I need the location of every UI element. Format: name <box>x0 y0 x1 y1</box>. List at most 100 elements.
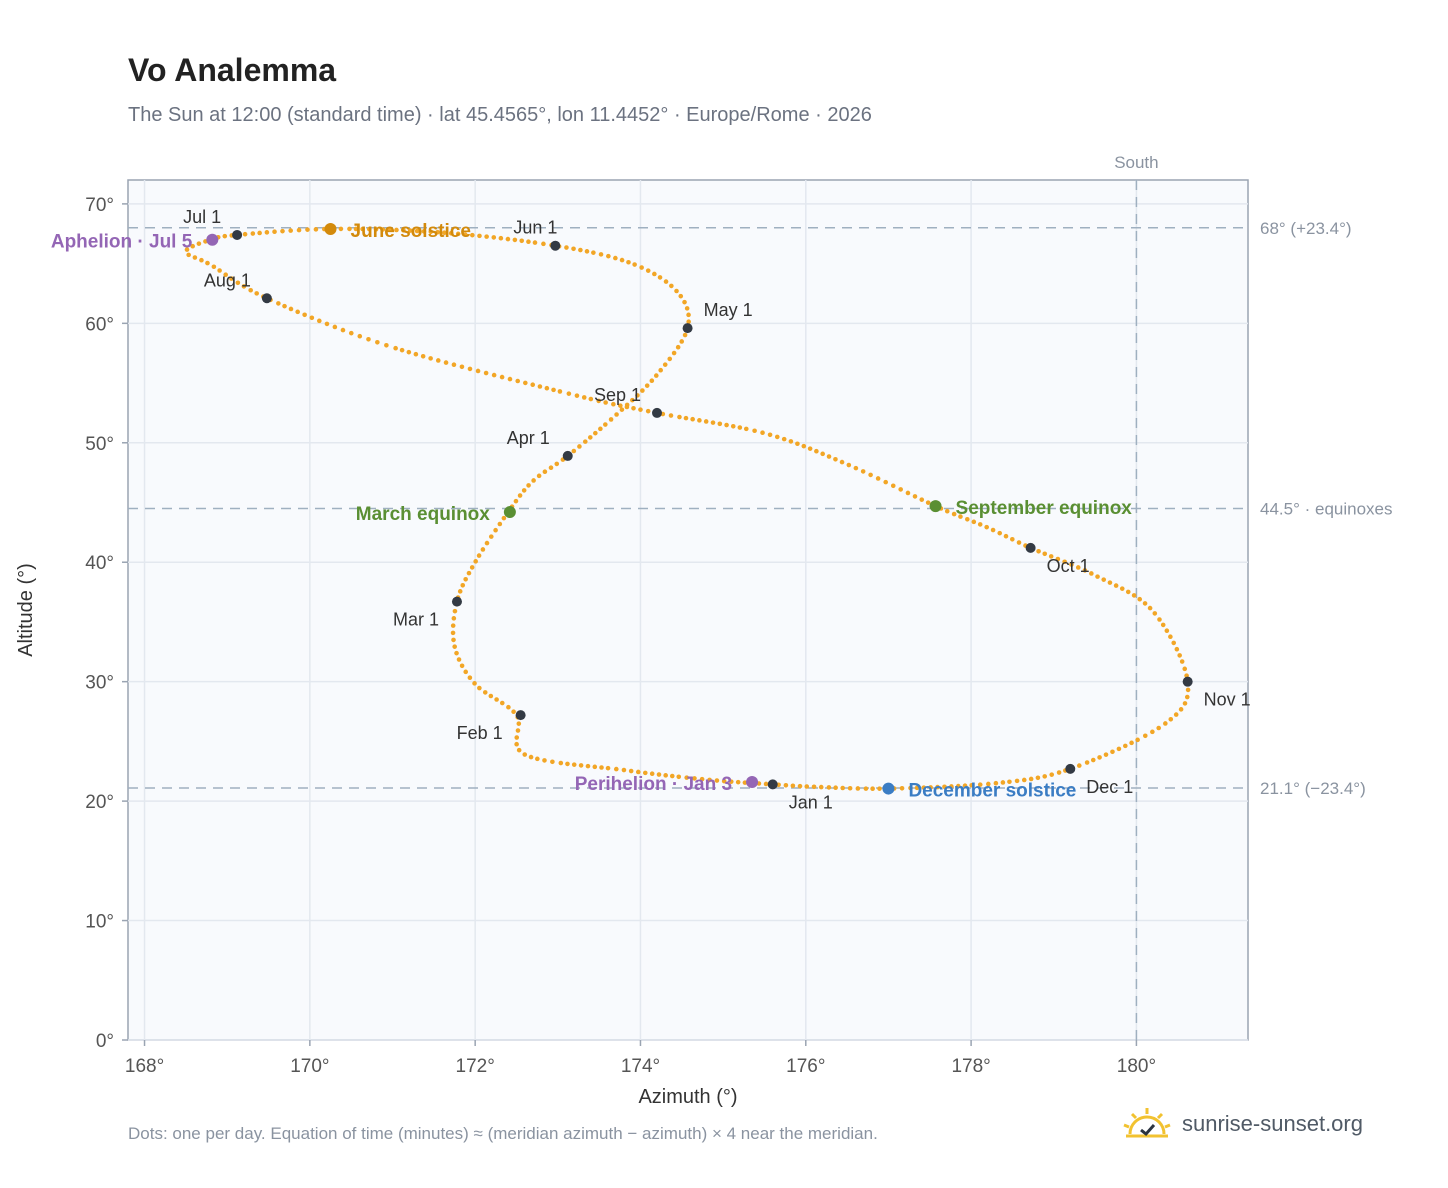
day-dot <box>908 785 913 791</box>
footnote: Dots: one per day. Equation of time (min… <box>128 1124 878 1143</box>
day-dot <box>618 403 623 408</box>
event-marker <box>503 506 516 519</box>
day-dot <box>264 230 270 235</box>
day-dot <box>435 358 441 363</box>
day-dot <box>605 765 611 771</box>
day-dot <box>460 582 466 588</box>
month-marker <box>515 710 526 721</box>
y-tick-label: 0° <box>96 1031 114 1052</box>
reference-line-label: 44.5° · equinoxes <box>1260 499 1393 518</box>
event-label: December solstice <box>908 781 1076 802</box>
day-dot <box>656 772 662 777</box>
day-dot <box>428 356 433 361</box>
day-dot <box>578 247 583 253</box>
chart-title: Vo Analemma <box>128 52 337 88</box>
y-tick-label: 30° <box>85 673 114 694</box>
day-dot <box>875 476 881 481</box>
day-dot <box>550 759 555 765</box>
day-dot <box>531 478 536 483</box>
day-dot <box>514 735 520 740</box>
day-dot <box>517 493 523 498</box>
day-dot <box>737 425 743 430</box>
day-dot <box>394 227 399 233</box>
day-dot <box>883 479 889 485</box>
day-dot <box>566 391 572 396</box>
day-dot <box>313 227 319 232</box>
day-dot <box>683 415 689 421</box>
day-dot <box>557 389 563 394</box>
day-dot <box>1137 596 1143 602</box>
day-dot <box>1177 653 1182 658</box>
day-dot <box>499 374 505 380</box>
day-dot <box>599 765 604 770</box>
day-dot <box>505 236 511 242</box>
day-dot <box>554 461 560 467</box>
day-dot <box>499 700 505 706</box>
day-dot <box>472 681 477 686</box>
day-dot <box>611 401 616 407</box>
x-tick-label: 176° <box>786 1056 825 1077</box>
day-dot <box>387 227 392 233</box>
day-dot <box>997 530 1003 536</box>
day-dot <box>516 747 522 753</box>
day-dot <box>984 524 989 530</box>
day-dot <box>217 268 222 273</box>
day-dot <box>519 238 525 244</box>
day-dot <box>788 439 794 444</box>
day-dot <box>1110 749 1115 755</box>
day-dot <box>450 623 456 628</box>
day-dot <box>443 360 449 365</box>
day-dot <box>795 441 800 447</box>
day-dot <box>818 784 824 790</box>
day-dot <box>638 407 643 412</box>
day-dot <box>1142 733 1148 739</box>
day-dot <box>1113 583 1119 588</box>
day-dot <box>332 324 338 330</box>
day-dot <box>606 253 611 259</box>
day-dot <box>477 233 482 239</box>
day-dot <box>890 483 896 489</box>
day-dot <box>574 393 580 398</box>
day-dot <box>222 233 228 239</box>
day-dot <box>484 540 490 546</box>
day-dot <box>420 353 426 359</box>
day-dot <box>488 693 494 699</box>
day-dot <box>582 439 588 444</box>
day-dot <box>671 350 677 356</box>
day-dot <box>592 764 598 770</box>
day-dot <box>435 229 440 235</box>
day-dot <box>196 241 202 246</box>
day-dot <box>488 534 494 539</box>
day-dot <box>969 782 974 788</box>
day-dot <box>855 786 861 791</box>
day-dot <box>459 663 465 669</box>
day-dot <box>1090 757 1096 763</box>
day-dot <box>621 767 627 773</box>
day-dot <box>1021 777 1027 783</box>
x-tick-label: 178° <box>951 1056 990 1077</box>
x-tick-label: 172° <box>456 1056 495 1077</box>
day-dot <box>511 709 516 714</box>
day-dot <box>393 345 398 351</box>
day-dot <box>544 385 550 391</box>
day-dot <box>1000 780 1006 785</box>
day-dot <box>515 378 521 384</box>
day-dot <box>463 669 469 675</box>
day-dot <box>669 283 674 289</box>
day-dot <box>684 306 690 311</box>
day-dot <box>1178 707 1184 712</box>
day-dot <box>860 469 866 474</box>
day-dot <box>853 465 859 471</box>
day-dot <box>512 237 518 243</box>
day-dot <box>542 469 548 475</box>
day-dot <box>288 306 294 312</box>
day-dot <box>686 319 691 324</box>
brand[interactable]: sunrise-sunset.org <box>1120 1102 1363 1146</box>
day-dot <box>526 239 531 244</box>
day-dot <box>676 774 682 780</box>
day-dot <box>977 522 983 527</box>
day-dot <box>448 230 454 236</box>
day-dot <box>833 456 838 462</box>
day-dot <box>199 257 204 263</box>
day-dot <box>870 786 875 791</box>
